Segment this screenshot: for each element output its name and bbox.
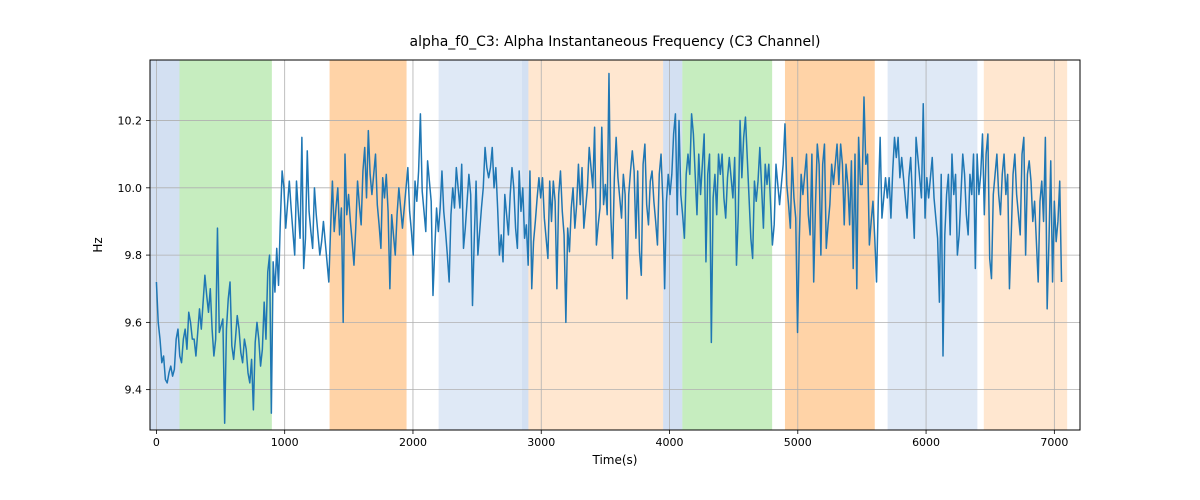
y-tick-label: 9.6 (125, 316, 143, 329)
chart-title: alpha_f0_C3: Alpha Instantaneous Frequen… (409, 34, 820, 50)
shaded-region (682, 60, 772, 430)
x-tick-label: 1000 (271, 436, 299, 449)
y-tick-label: 10.2 (118, 115, 143, 128)
x-tick-label: 3000 (527, 436, 555, 449)
y-tick-label: 9.4 (125, 384, 143, 397)
shaded-region (439, 60, 522, 430)
shaded-region (785, 60, 875, 430)
line-chart: 0 1000 2000 3000 4000 5000 6000 7000 9.4 9.6 9.8 10… (0, 0, 1200, 500)
y-tick-label: 9.8 (125, 249, 143, 262)
x-tick-label: 4000 (656, 436, 684, 449)
x-tick-label: 5000 (784, 436, 812, 449)
y-tick-label: 10.0 (118, 182, 143, 195)
x-axis-label: Time(s) (592, 453, 638, 467)
shaded-region (888, 60, 978, 430)
x-tick-label: 7000 (1040, 436, 1068, 449)
x-tick-label: 2000 (399, 436, 427, 449)
x-tick-label: 0 (153, 436, 160, 449)
chart-container: 0 1000 2000 3000 4000 5000 6000 7000 9.4 9.6 9.8 10… (0, 0, 1200, 500)
x-tick-label: 6000 (912, 436, 940, 449)
y-axis-label: Hz (91, 237, 105, 252)
x-ticks: 0 1000 2000 3000 4000 5000 6000 7000 (153, 430, 1068, 449)
y-ticks: 9.4 9.6 9.8 10.0 10.2 (118, 115, 151, 397)
